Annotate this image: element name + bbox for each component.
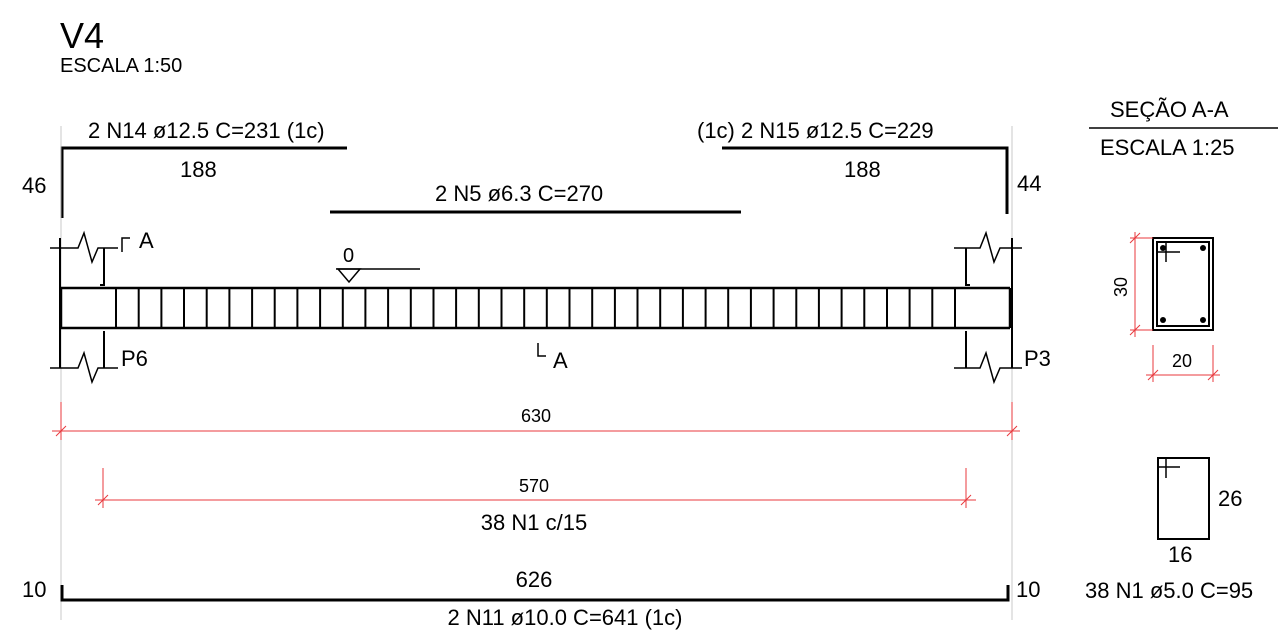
section-cut-bottom-label: A [553,348,568,373]
stirrup-group [115,288,956,328]
stirrup-detail-label: 38 N1 ø5.0 C=95 [1085,578,1253,603]
right-support: P3 [954,230,1051,385]
total-span-dimension: 630 [52,402,1020,440]
stirrup-zone-dimension: 570 38 N1 c/15 [95,468,976,535]
section-cut-top-label: A [139,228,154,253]
bottom-bar-label: 2 N11 ø10.0 C=641 (1c) [448,605,683,630]
top-right-bar-hook: 44 [1017,171,1041,196]
left-support-label: P6 [121,346,148,371]
stirrup-zone-value: 570 [519,476,549,496]
top-left-bar: 2 N14 ø12.5 C=231 (1c) 188 46 [22,118,347,218]
section-a-a: SEÇÃO A-A ESCALA 1:25 30 20 [1089,97,1278,382]
section-height: 30 [1111,277,1131,297]
middle-top-bar-label: 2 N5 ø6.3 C=270 [435,181,603,206]
level-marker-label: 0 [343,245,354,267]
right-support-label: P3 [1024,346,1051,371]
total-span-value: 630 [521,406,551,426]
section-cut-bottom: A [537,343,568,373]
bottom-bar-hook-left: 10 [22,577,46,602]
bottom-bar: 626 10 10 2 N11 ø10.0 C=641 (1c) [22,567,1040,630]
section-title: SEÇÃO A-A [1110,97,1229,122]
bottom-bar-hook-right: 10 [1016,577,1040,602]
top-right-bar-length: 188 [844,157,881,182]
middle-top-bar: 2 N5 ø6.3 C=270 [330,181,741,214]
beam-elevation [59,286,1012,330]
top-right-bar-label: (1c) 2 N15 ø12.5 C=229 [697,118,934,143]
section-scale: ESCALA 1:25 [1100,135,1235,160]
top-left-bar-length: 188 [180,157,217,182]
top-left-bar-hook: 46 [22,173,46,198]
beam-title: V4 [60,15,104,56]
stirrup-detail-width: 16 [1168,542,1192,567]
level-marker: 0 [336,245,420,284]
stirrup-detail: 26 16 38 N1 ø5.0 C=95 [1085,457,1253,603]
stirrup-detail-height: 26 [1218,486,1242,511]
beam-scale: ESCALA 1:50 [60,55,182,77]
section-cut-top: A [121,228,154,253]
top-right-bar: (1c) 2 N15 ø12.5 C=229 188 44 [697,118,1041,214]
left-support: P6 [50,230,148,385]
stirrup-spec: 38 N1 c/15 [481,510,587,535]
section-width: 20 [1172,351,1192,371]
top-left-bar-label: 2 N14 ø12.5 C=231 (1c) [88,118,325,143]
bottom-bar-length: 626 [516,567,553,592]
